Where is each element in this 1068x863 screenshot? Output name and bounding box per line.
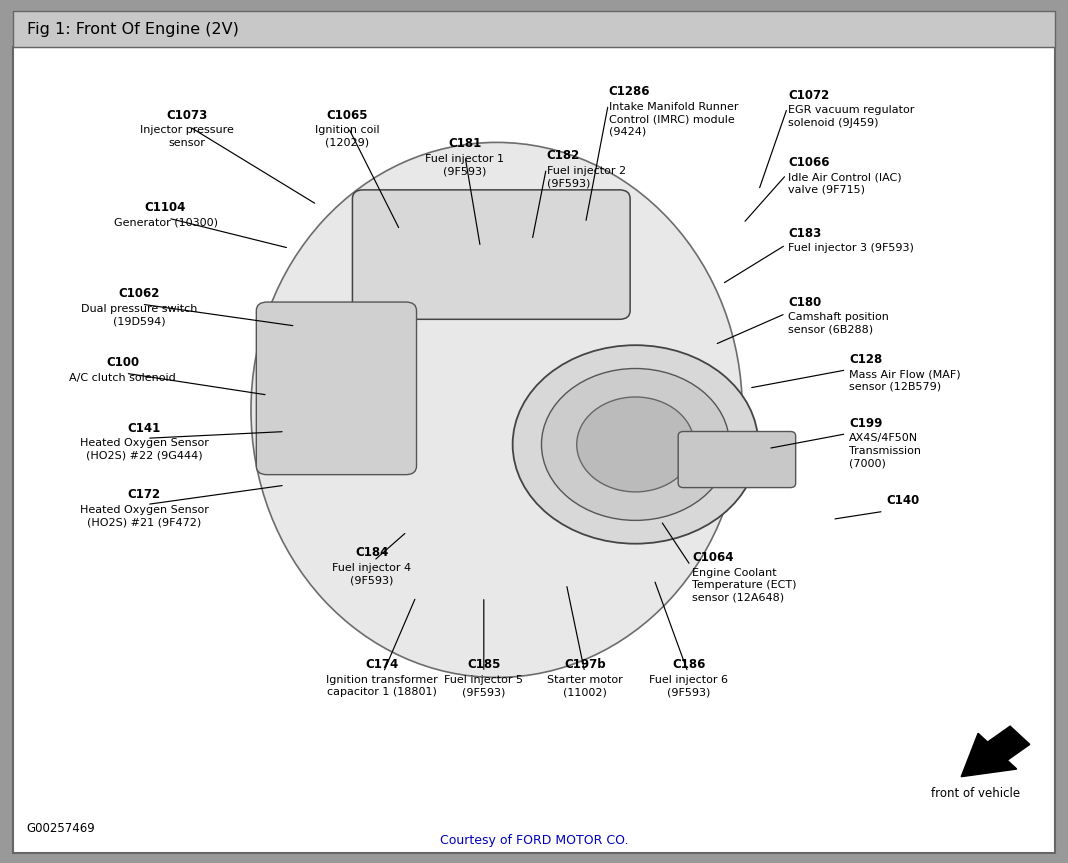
Text: C1066: C1066 xyxy=(788,156,830,169)
Text: EGR vacuum regulator
solenoid (9J459): EGR vacuum regulator solenoid (9J459) xyxy=(788,105,914,128)
Circle shape xyxy=(541,369,729,520)
Text: Intake Manifold Runner
Control (IMRC) module
(9424): Intake Manifold Runner Control (IMRC) mo… xyxy=(609,102,738,136)
Text: Fuel injector 3 (9F593): Fuel injector 3 (9F593) xyxy=(788,243,914,254)
Text: C1073: C1073 xyxy=(167,109,207,122)
Text: Mass Air Flow (MAF)
sensor (12B579): Mass Air Flow (MAF) sensor (12B579) xyxy=(849,369,961,392)
Text: Ignition transformer
capacitor 1 (18801): Ignition transformer capacitor 1 (18801) xyxy=(327,675,438,697)
Text: C128: C128 xyxy=(849,353,882,366)
Text: Ignition coil
(12029): Ignition coil (12029) xyxy=(315,125,379,148)
Text: Fuel injector 2
(9F593): Fuel injector 2 (9F593) xyxy=(547,166,626,188)
Text: Fuel injector 5
(9F593): Fuel injector 5 (9F593) xyxy=(444,675,523,697)
FancyBboxPatch shape xyxy=(352,190,630,319)
Text: C141: C141 xyxy=(127,422,161,435)
Text: C1286: C1286 xyxy=(609,85,650,98)
Text: C186: C186 xyxy=(672,658,706,671)
Text: front of vehicle: front of vehicle xyxy=(931,787,1020,800)
Text: Fuel injector 4
(9F593): Fuel injector 4 (9F593) xyxy=(332,563,411,585)
Text: C1062: C1062 xyxy=(119,287,159,300)
Text: Injector pressure
sensor: Injector pressure sensor xyxy=(140,125,234,148)
Text: C183: C183 xyxy=(788,227,821,240)
FancyArrow shape xyxy=(961,726,1030,777)
Text: C172: C172 xyxy=(127,488,161,501)
Text: Fuel injector 6
(9F593): Fuel injector 6 (9F593) xyxy=(649,675,728,697)
Text: Fuel injector 1
(9F593): Fuel injector 1 (9F593) xyxy=(425,154,504,176)
Ellipse shape xyxy=(251,142,742,677)
Text: Fig 1: Front Of Engine (2V): Fig 1: Front Of Engine (2V) xyxy=(27,22,238,37)
Text: AX4S/4F50N
Transmission
(7000): AX4S/4F50N Transmission (7000) xyxy=(849,433,921,468)
Circle shape xyxy=(513,345,758,544)
Text: Courtesy of FORD MOTOR CO.: Courtesy of FORD MOTOR CO. xyxy=(440,835,628,847)
Text: C1065: C1065 xyxy=(327,109,367,122)
Text: C180: C180 xyxy=(788,296,821,309)
FancyBboxPatch shape xyxy=(256,302,417,475)
Text: C174: C174 xyxy=(365,658,399,671)
Text: Heated Oxygen Sensor
(HO2S) #22 (9G444): Heated Oxygen Sensor (HO2S) #22 (9G444) xyxy=(80,438,208,461)
FancyBboxPatch shape xyxy=(678,432,796,488)
Text: C199: C199 xyxy=(849,417,882,430)
Text: Generator (10300): Generator (10300) xyxy=(113,217,218,228)
Text: C182: C182 xyxy=(547,149,580,162)
Bar xyxy=(13,11,1055,47)
Text: C140: C140 xyxy=(886,494,920,507)
Text: C181: C181 xyxy=(447,137,482,150)
Text: C100: C100 xyxy=(106,356,140,369)
Text: Engine Coolant
Temperature (ECT)
sensor (12A648): Engine Coolant Temperature (ECT) sensor … xyxy=(692,568,797,602)
Text: C184: C184 xyxy=(355,546,389,559)
Text: Idle Air Control (IAC)
valve (9F715): Idle Air Control (IAC) valve (9F715) xyxy=(788,173,901,195)
Text: A/C clutch solenoid: A/C clutch solenoid xyxy=(69,373,176,383)
Text: C1072: C1072 xyxy=(788,89,830,102)
Text: C185: C185 xyxy=(467,658,501,671)
Circle shape xyxy=(577,397,694,492)
Text: C1064: C1064 xyxy=(692,551,734,564)
Text: G00257469: G00257469 xyxy=(27,822,95,835)
Text: Starter motor
(11002): Starter motor (11002) xyxy=(548,675,623,697)
Text: C1104: C1104 xyxy=(145,201,186,214)
Text: Dual pressure switch
(19D594): Dual pressure switch (19D594) xyxy=(81,304,197,326)
Text: Camshaft position
sensor (6B288): Camshaft position sensor (6B288) xyxy=(788,312,889,335)
Text: Heated Oxygen Sensor
(HO2S) #21 (9F472): Heated Oxygen Sensor (HO2S) #21 (9F472) xyxy=(80,505,208,527)
Text: C197b: C197b xyxy=(565,658,606,671)
